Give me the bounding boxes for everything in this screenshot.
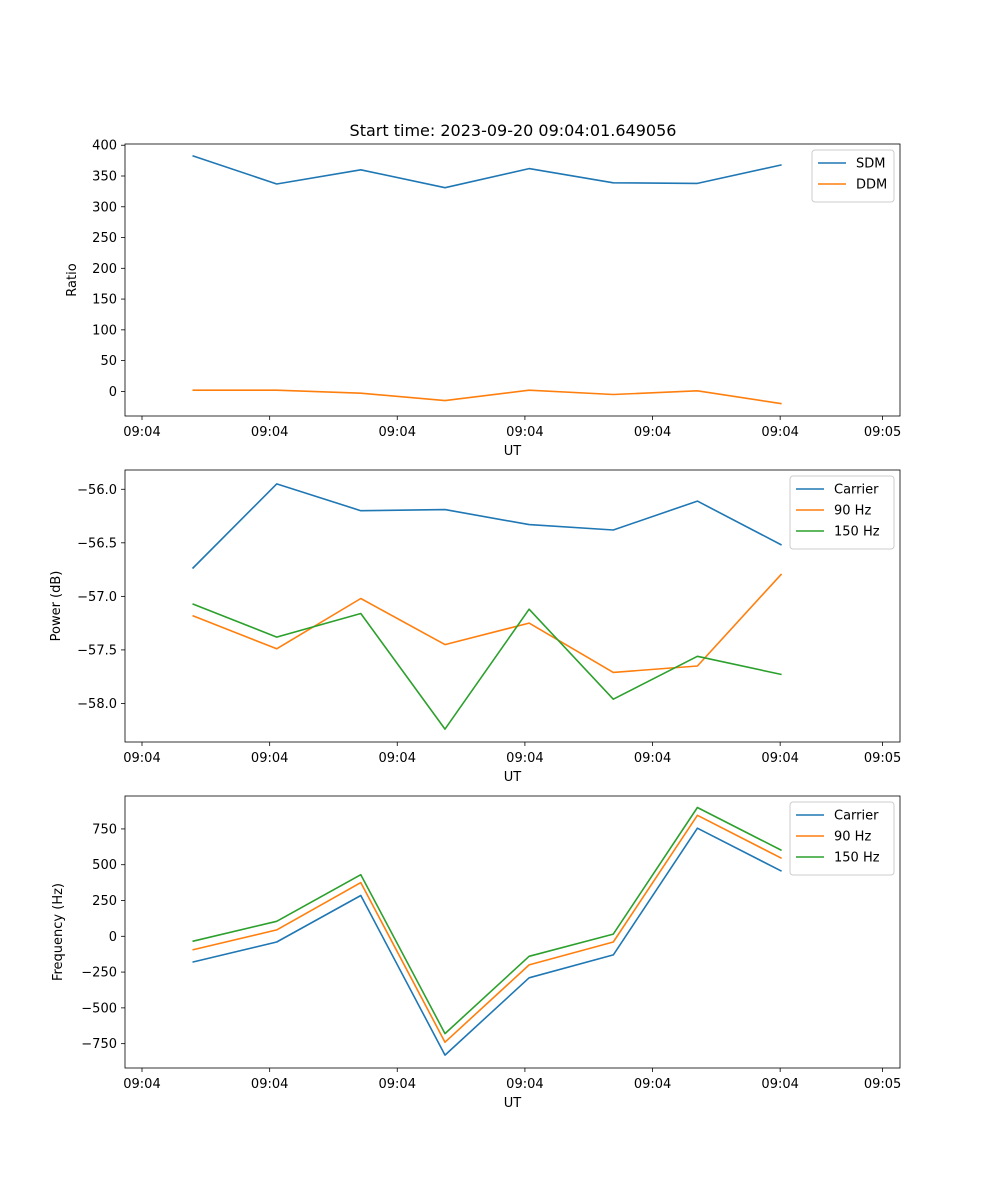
axes-frame [124,469,901,743]
y-tick-label: −250 [81,966,117,981]
x-tick-label: 09:04 [123,425,160,440]
x-axis-label: UT [504,770,522,785]
y-tick-label: −56.0 [77,483,117,498]
x-tick-label: 09:04 [761,425,798,440]
legend-label: 150 Hz [834,525,880,540]
y-tick-label: 150 [92,293,117,308]
series-line-150-hz [192,806,782,1035]
chart-panel-1: 09:04 09:04 09:04 09:04 09:04 09:04 09:05 0 50 10… [65,139,901,459]
legend-label: DDM [856,178,887,193]
y-axis-label: Frequency (Hz) [51,883,66,981]
y-axis-label: Ratio [65,263,80,296]
y-tick-label: 350 [92,170,117,185]
y-tick-label: 0 [109,385,117,400]
axes-frame [124,795,901,1069]
x-tick-label: 09:04 [251,425,288,440]
chart-panel-2: 09:04 09:04 09:04 09:04 09:04 09:04 09:05 −58.0… [49,469,901,785]
series-line-sdm [192,154,782,189]
x-tick-label: 09:04 [761,1077,798,1092]
series-line-90-hz [192,573,783,674]
x-tick-label: 09:04 [634,751,671,766]
x-tick-label: 09:04 [379,425,416,440]
y-tick-label: 400 [92,139,117,154]
x-tick-label: 09:04 [379,1077,416,1092]
x-tick-label: 09:04 [123,1077,160,1092]
x-tick-label: 09:04 [634,1077,671,1092]
y-tick-label: 100 [92,323,117,338]
x-tick-label: 09:04 [379,751,416,766]
chart-panel-3: 09:04 09:04 09:04 09:04 09:04 09:04 09:05 −750 −… [51,795,901,1111]
y-tick-label: 500 [92,858,117,873]
legend-label: 90 Hz [834,830,871,845]
x-axis-label: UT [504,444,522,459]
y-tick-label: −56.5 [77,536,117,551]
y-tick-label: 250 [92,231,117,246]
x-tick-label: 09:04 [506,1077,543,1092]
series-line-ddm [192,389,782,405]
legend-label: SDM [856,157,885,172]
y-axis-label: Power (dB) [49,571,64,642]
x-tick-label: 09:04 [123,751,160,766]
y-tick-label: −750 [81,1037,117,1052]
legend: Carrier 90 Hz 150 Hz [789,801,895,876]
series-line-carrier [192,827,782,1056]
y-tick-label: −57.0 [77,590,117,605]
x-tick-label: 09:05 [864,425,901,440]
x-tick-label: 09:05 [864,751,901,766]
x-tick-label: 09:04 [251,751,288,766]
y-tick-label: 250 [92,894,117,909]
x-tick-label: 09:04 [761,751,798,766]
x-tick-label: 09:04 [506,425,543,440]
legend: SDM DDM [811,149,895,203]
legend-label: Carrier [834,809,879,824]
series-line-150-hz [192,603,782,730]
figure-title: Start time: 2023-09-20 09:04:01.649056 [350,121,677,140]
x-tick-label: 09:04 [634,425,671,440]
y-tick-label: −500 [81,1001,117,1016]
x-axis-label: UT [504,1096,522,1111]
axes-frame [124,143,901,417]
series-line-carrier [191,483,782,570]
y-tick-label: 750 [92,822,117,837]
legend-label: 150 Hz [834,851,880,866]
y-tick-label: −58.0 [77,697,117,712]
x-tick-label: 09:04 [251,1077,288,1092]
x-tick-label: 09:04 [506,751,543,766]
legend: Carrier 90 Hz 150 Hz [789,475,895,550]
legend-label: Carrier [834,483,879,498]
x-tick-label: 09:05 [864,1077,901,1092]
legend-label: 90 Hz [834,504,871,519]
y-tick-label: 50 [100,354,117,369]
y-tick-label: 200 [92,262,117,277]
y-tick-label: 0 [109,930,117,945]
y-tick-label: −57.5 [77,643,117,658]
y-tick-label: 300 [92,200,117,215]
series-line-90-hz [192,814,782,1043]
